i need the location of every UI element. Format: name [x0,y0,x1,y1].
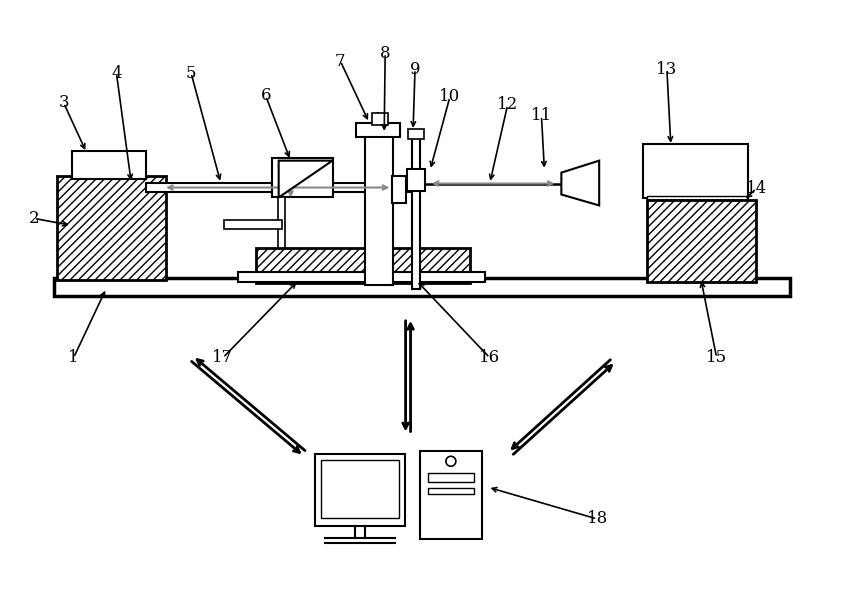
Bar [278,197,285,252]
Text: 16: 16 [479,349,501,366]
Bar [147,183,374,192]
Bar [647,200,756,282]
Bar [224,220,282,229]
Polygon shape [279,160,332,197]
Bar [72,151,147,178]
Bar [315,454,405,526]
Text: 6: 6 [261,87,271,104]
Bar [57,175,166,280]
Text: 9: 9 [410,60,420,78]
Bar [322,460,399,518]
Bar [428,473,473,482]
Text: 15: 15 [706,349,728,366]
Text: 3: 3 [58,95,69,112]
Bar [238,272,484,282]
Bar [372,113,388,125]
Text: 13: 13 [656,60,678,78]
Text: 4: 4 [111,65,122,81]
Bar [647,197,746,210]
Text: 11: 11 [531,107,552,124]
Bar [392,175,406,203]
Text: 10: 10 [440,89,461,106]
Text: 18: 18 [587,511,608,528]
Text: 5: 5 [185,65,197,81]
Bar [420,451,482,539]
Bar [408,129,424,139]
Bar [272,157,334,197]
Text: 7: 7 [335,52,346,69]
Text: 17: 17 [213,349,234,366]
Bar [357,123,400,137]
Text: 2: 2 [29,210,39,227]
Bar [407,169,425,191]
Text: 12: 12 [497,96,518,113]
Bar [365,131,393,285]
Polygon shape [562,160,599,206]
Text: 14: 14 [746,180,767,197]
Text: 8: 8 [379,45,390,62]
Text: 1: 1 [69,349,79,366]
Bar [53,278,790,296]
Bar [428,488,473,494]
Bar [412,134,420,289]
Bar [256,248,470,283]
Bar [643,144,748,198]
